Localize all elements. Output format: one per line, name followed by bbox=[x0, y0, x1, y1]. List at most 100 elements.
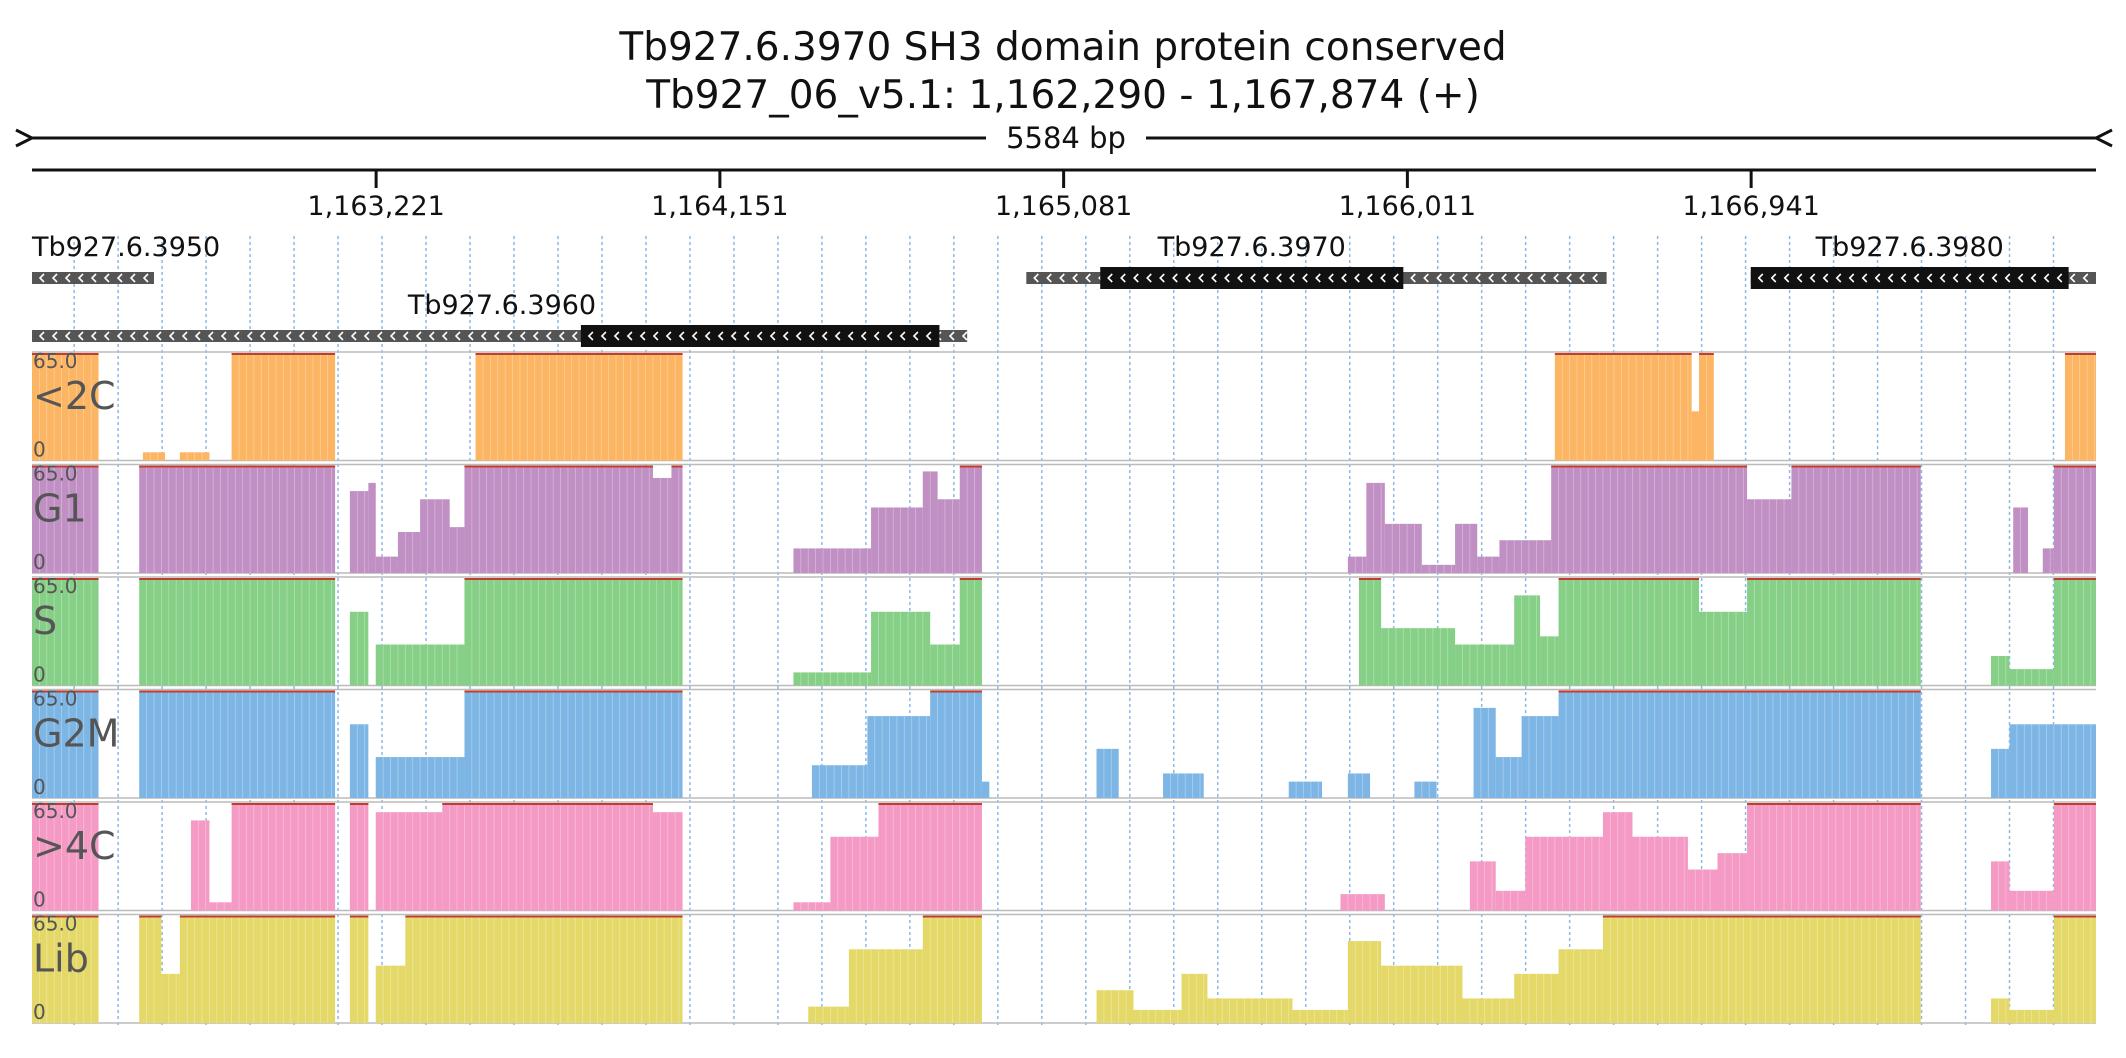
strand-arrow bbox=[1276, 273, 1282, 283]
coverage-bar bbox=[959, 466, 982, 573]
coverage-bar bbox=[808, 1006, 849, 1023]
strand-arrow bbox=[587, 331, 594, 341]
coverage-bar bbox=[1366, 482, 1385, 573]
strand-arrow bbox=[155, 331, 162, 341]
gene-label: Tb927.6.3950 bbox=[31, 232, 220, 263]
strand-arrow bbox=[116, 331, 123, 341]
coverage-bar bbox=[139, 466, 336, 573]
coverage-bar bbox=[1514, 595, 1541, 686]
coverage-bar bbox=[652, 477, 672, 573]
coverage-bar bbox=[349, 916, 369, 1023]
coverage-bar bbox=[671, 466, 683, 573]
coverage-bar bbox=[1381, 965, 1463, 1023]
coverage-bar bbox=[1991, 998, 2010, 1023]
strand-arrow bbox=[961, 331, 968, 341]
track-6: 65.0 0 Lib bbox=[32, 912, 2096, 1024]
coverage-bar bbox=[2042, 548, 2054, 573]
coverage-bar bbox=[1602, 916, 1921, 1023]
coverage-bar bbox=[139, 579, 336, 686]
strand-arrow bbox=[948, 331, 955, 341]
strand-arrow bbox=[1592, 273, 1598, 283]
coverage-bar bbox=[179, 452, 210, 461]
strand-arrow bbox=[298, 331, 305, 341]
y-min-label: 0 bbox=[33, 550, 46, 574]
strand-arrow bbox=[886, 331, 893, 341]
strand-arrow bbox=[103, 273, 110, 283]
strand-arrow bbox=[1770, 273, 1777, 283]
coverage-bar bbox=[848, 949, 923, 1023]
strand-arrow bbox=[1579, 273, 1585, 283]
coverage-bar bbox=[464, 579, 683, 686]
coverage-bar bbox=[1469, 861, 1496, 911]
coverage-bar bbox=[793, 902, 831, 911]
strand-arrow bbox=[1133, 273, 1139, 283]
y-max-label: 65.0 bbox=[33, 912, 78, 936]
coverage-bar bbox=[1540, 636, 1559, 686]
strand-arrow bbox=[1488, 273, 1494, 283]
strand-arrow bbox=[428, 331, 435, 341]
coverage-bar bbox=[397, 532, 421, 573]
gene-cds bbox=[580, 325, 940, 347]
coverage-bar bbox=[420, 499, 450, 573]
strand-arrow bbox=[1939, 273, 1946, 283]
strand-arrow bbox=[613, 331, 620, 341]
coverage-bar bbox=[1181, 973, 1208, 1023]
strand-arrow bbox=[207, 331, 214, 341]
coverage-bar bbox=[464, 466, 653, 573]
strand-arrow bbox=[38, 331, 45, 341]
coverage-bar bbox=[1525, 836, 1603, 911]
coverage-bar bbox=[1347, 941, 1382, 1023]
coverage-bar bbox=[1558, 691, 1921, 798]
strand-arrow bbox=[1033, 273, 1039, 283]
track-label: G1 bbox=[33, 487, 87, 531]
coverage-bar bbox=[1991, 748, 2010, 798]
strand-arrow bbox=[103, 331, 110, 341]
coverage-bar bbox=[161, 973, 180, 1023]
strand-arrow bbox=[1757, 273, 1764, 283]
coverage-bar bbox=[449, 527, 465, 573]
coverage-bar bbox=[981, 781, 990, 798]
strand-arrow bbox=[1887, 273, 1894, 283]
strand-arrow bbox=[1809, 273, 1816, 283]
y-max-label: 65.0 bbox=[33, 574, 78, 598]
strand-arrow bbox=[363, 331, 370, 341]
coverage-bar bbox=[1991, 656, 2010, 686]
strand-arrow bbox=[506, 331, 513, 341]
strand-arrow bbox=[1107, 273, 1113, 283]
coverage-bar bbox=[1347, 556, 1367, 573]
coverage-bar bbox=[1747, 579, 1921, 686]
strand-arrow bbox=[847, 331, 854, 341]
coverage-bar bbox=[2009, 1009, 2054, 1023]
x-tick-label: 1,165,081 bbox=[995, 191, 1132, 222]
coverage-bar bbox=[368, 482, 376, 573]
coverage-bar bbox=[32, 579, 99, 686]
x-tick-label: 1,164,151 bbox=[651, 191, 788, 222]
strand-arrow bbox=[912, 331, 919, 341]
coverage-bar bbox=[209, 902, 232, 911]
strand-arrow bbox=[142, 273, 149, 283]
coverage-bar bbox=[1717, 853, 1748, 911]
coverage-bar bbox=[1455, 523, 1478, 573]
strand-arrow bbox=[756, 331, 763, 341]
strand-arrow bbox=[2030, 273, 2037, 283]
coverage-bar bbox=[375, 757, 465, 798]
track-5: 65.0 0 >4C bbox=[32, 799, 2096, 912]
coverage-bar bbox=[375, 812, 443, 911]
strand-arrow bbox=[1172, 273, 1178, 283]
coverage-bar bbox=[793, 548, 872, 573]
strand-arrow bbox=[38, 273, 45, 283]
strand-arrow bbox=[1514, 273, 1520, 283]
coverage-bar bbox=[1455, 644, 1515, 686]
strand-arrow bbox=[717, 331, 724, 341]
strand-arrow bbox=[90, 331, 97, 341]
coverage-bar bbox=[1495, 890, 1526, 911]
strand-arrow bbox=[665, 331, 672, 341]
coverage-bar bbox=[2053, 466, 2096, 573]
x-tick-label: 1,166,011 bbox=[1339, 191, 1476, 222]
strand-arrow bbox=[652, 331, 659, 341]
strand-arrow bbox=[129, 331, 136, 341]
x-tick-label: 1,166,941 bbox=[1682, 191, 1819, 222]
strand-arrow bbox=[441, 331, 448, 341]
y-max-label: 65.0 bbox=[33, 462, 78, 486]
